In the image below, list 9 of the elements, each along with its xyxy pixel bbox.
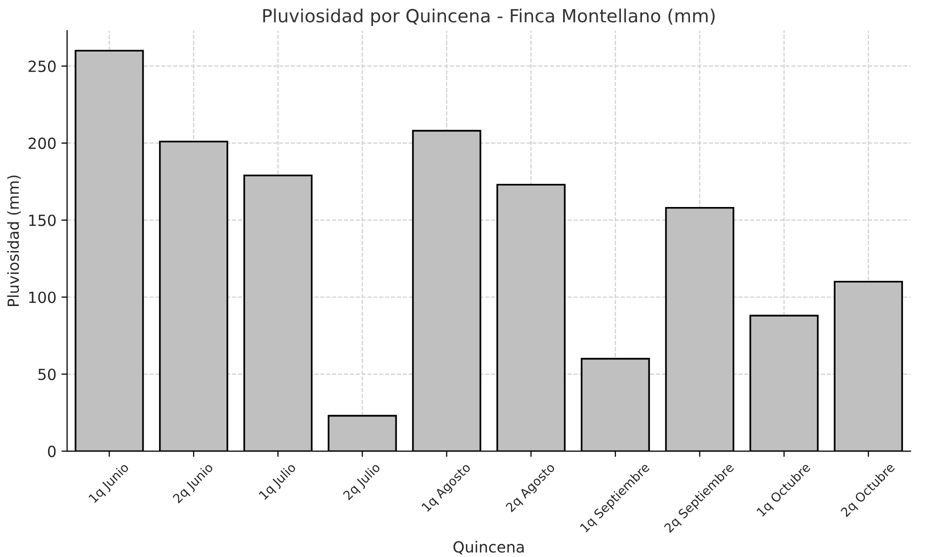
y-tick-label: 250 <box>28 60 56 72</box>
y-tick-label: 50 <box>38 368 56 380</box>
x-axis-title: Quincena <box>453 540 524 554</box>
chart-title: Pluviosidad por Quincena - Finca Montellano (mm) <box>263 8 715 26</box>
y-tick-label: 150 <box>29 214 56 226</box>
y-axis-title: Pluviosidad (mm) <box>7 176 21 306</box>
y-tick-label: 100 <box>29 292 56 304</box>
y-tick-label: 0 <box>48 446 56 458</box>
y-tick-label: 200 <box>28 138 56 150</box>
